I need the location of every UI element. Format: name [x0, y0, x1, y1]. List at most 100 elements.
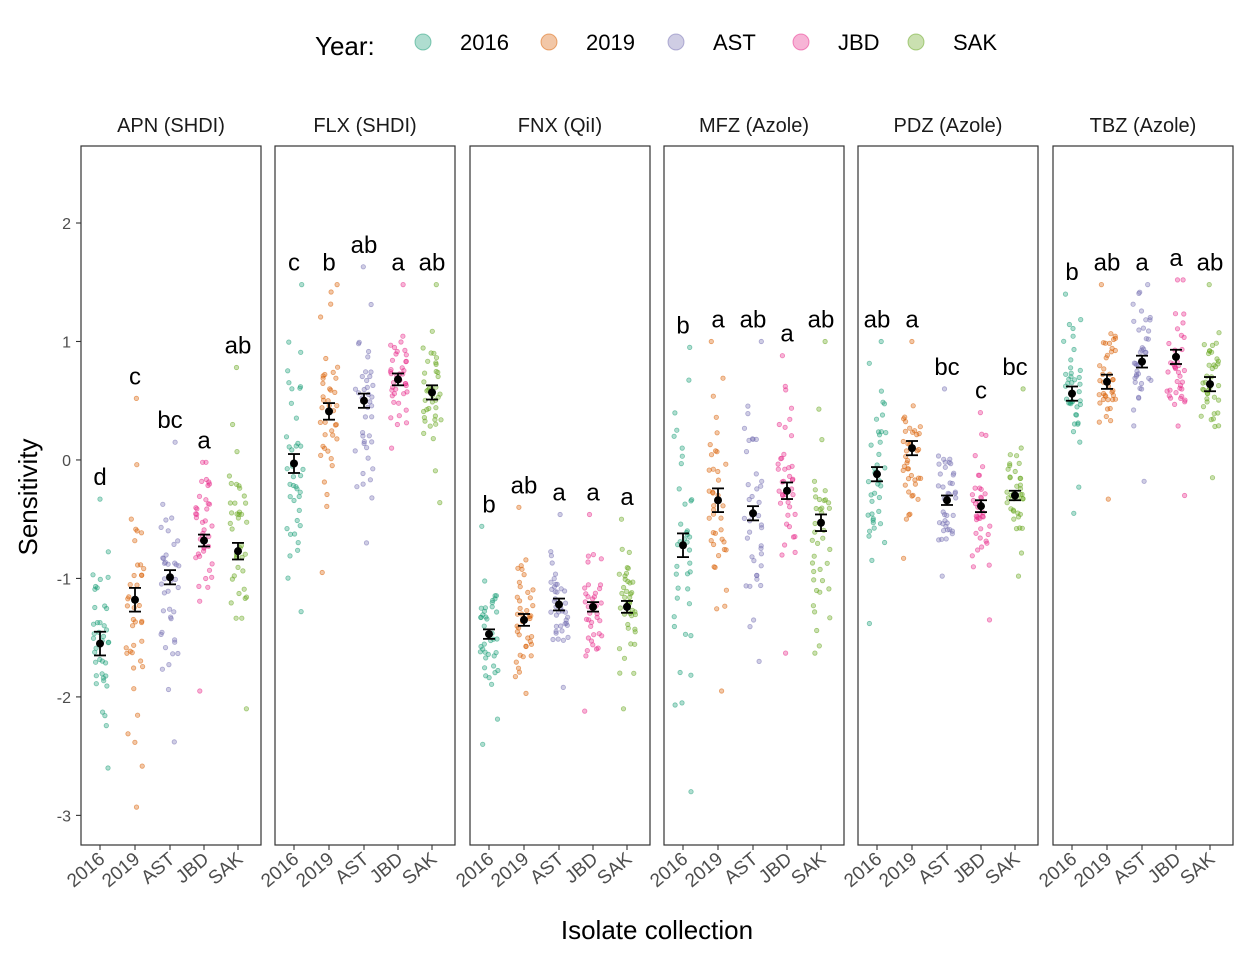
data-point: [745, 403, 751, 409]
data-point: [133, 526, 139, 532]
data-point: [241, 586, 247, 592]
data-point: [193, 511, 199, 517]
data-point: [984, 540, 990, 546]
data-point: [715, 477, 722, 483]
mean-point: [1206, 380, 1214, 389]
data-point: [1004, 489, 1010, 495]
data-point: [1072, 377, 1078, 383]
data-point: [1200, 403, 1207, 410]
data-point: [1077, 401, 1084, 408]
data-point: [983, 432, 989, 438]
data-point: [209, 523, 215, 529]
data-point: [492, 669, 498, 676]
data-point: [242, 595, 248, 602]
data-point: [1102, 340, 1109, 346]
data-point: [104, 605, 110, 612]
data-point: [1100, 396, 1107, 403]
data-point: [200, 459, 206, 465]
data-point: [1146, 375, 1152, 381]
data-point: [199, 478, 205, 484]
data-point: [321, 479, 327, 485]
mean-point: [714, 496, 722, 505]
data-point: [298, 443, 304, 449]
data-point: [391, 344, 398, 351]
data-point: [160, 555, 166, 561]
data-point: [620, 706, 627, 712]
data-point: [548, 553, 555, 559]
data-point: [743, 583, 749, 589]
data-point: [811, 609, 818, 615]
data-point: [230, 421, 236, 428]
data-point: [940, 484, 946, 490]
data-point: [362, 369, 369, 375]
data-point: [131, 572, 137, 579]
data-point: [790, 534, 797, 540]
data-point: [721, 546, 728, 553]
data-point: [433, 355, 440, 361]
significance-letter: c: [129, 363, 141, 390]
data-point: [819, 577, 826, 584]
data-point: [975, 472, 982, 478]
data-point: [1097, 363, 1103, 369]
data-point: [969, 492, 976, 498]
data-point: [1131, 360, 1138, 366]
data-point: [369, 439, 375, 445]
data-point: [827, 546, 833, 553]
data-point: [549, 560, 555, 566]
data-point: [432, 468, 438, 474]
data-point: [199, 519, 206, 525]
data-point: [868, 492, 874, 498]
data-point: [814, 627, 820, 634]
data-point: [550, 636, 556, 643]
data-point: [355, 341, 362, 347]
data-point: [368, 369, 374, 375]
data-point: [91, 621, 97, 627]
data-point: [295, 539, 301, 546]
data-point: [1164, 388, 1170, 394]
data-point: [878, 429, 885, 435]
data-point: [553, 623, 560, 630]
data-point: [433, 421, 439, 427]
data-point: [552, 588, 558, 595]
data-point: [290, 474, 296, 480]
data-point: [1211, 394, 1218, 400]
data-point: [775, 461, 781, 467]
x-tick-label: SAK: [982, 849, 1025, 890]
data-point: [741, 515, 748, 522]
data-point: [367, 477, 373, 483]
data-point: [1209, 475, 1216, 481]
data-point: [972, 500, 979, 507]
data-point: [1180, 277, 1186, 283]
data-point: [131, 686, 137, 692]
data-point: [97, 656, 103, 663]
data-point: [1131, 318, 1137, 324]
data-point: [317, 419, 323, 425]
data-point: [904, 457, 911, 464]
mean-point: [325, 407, 333, 416]
panel-title: FLX (SHDI): [313, 115, 416, 137]
data-point: [1179, 379, 1186, 385]
data-point: [985, 531, 991, 538]
data-point: [686, 601, 693, 607]
data-point: [553, 612, 560, 618]
x-tick-label: AST: [526, 848, 568, 888]
data-point: [1073, 412, 1080, 418]
data-point: [1166, 393, 1172, 399]
data-point: [297, 385, 303, 391]
data-point: [197, 598, 203, 604]
data-point: [429, 328, 435, 334]
data-point: [671, 614, 677, 620]
data-point: [585, 559, 591, 565]
x-tick-label: 2019: [98, 849, 144, 892]
x-tick-label: AST: [720, 848, 762, 888]
data-point: [159, 666, 165, 672]
data-point: [1204, 399, 1210, 405]
data-point: [718, 515, 724, 521]
data-point: [975, 515, 981, 521]
legend-label-2016: 2016: [460, 30, 509, 55]
data-point: [869, 498, 875, 504]
data-point: [481, 665, 488, 671]
data-point: [1015, 573, 1022, 579]
data-point: [972, 485, 978, 491]
x-tick-label: 2016: [63, 849, 109, 892]
